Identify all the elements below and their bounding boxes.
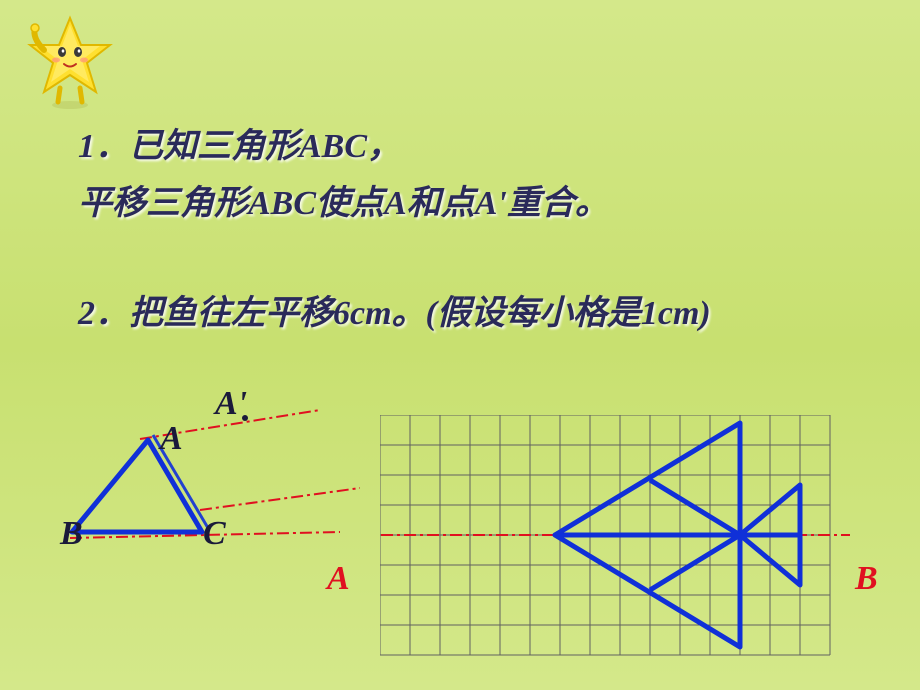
triangle-diagram: A A' B C <box>60 380 360 660</box>
problem-1-line-2: 平移三角形ABC使点A和点A'重合。 <box>78 175 609 224</box>
grid-label-A: A <box>327 560 350 598</box>
triangle-label-C: C <box>203 515 226 553</box>
triangle-label-B: B <box>60 515 83 553</box>
problem-1-line-1: 1．已知三角形ABC， <box>78 118 401 167</box>
grid-label-B: B <box>855 560 878 598</box>
triangle-label-A: A <box>160 420 183 458</box>
star-character <box>20 10 120 115</box>
fish-grid-diagram: A B <box>380 415 850 665</box>
triangle-label-A-prime: A' <box>215 385 247 423</box>
problem-2-line-1: 2．把鱼往左平移6cm。(假设每小格是1cm) <box>78 285 711 334</box>
